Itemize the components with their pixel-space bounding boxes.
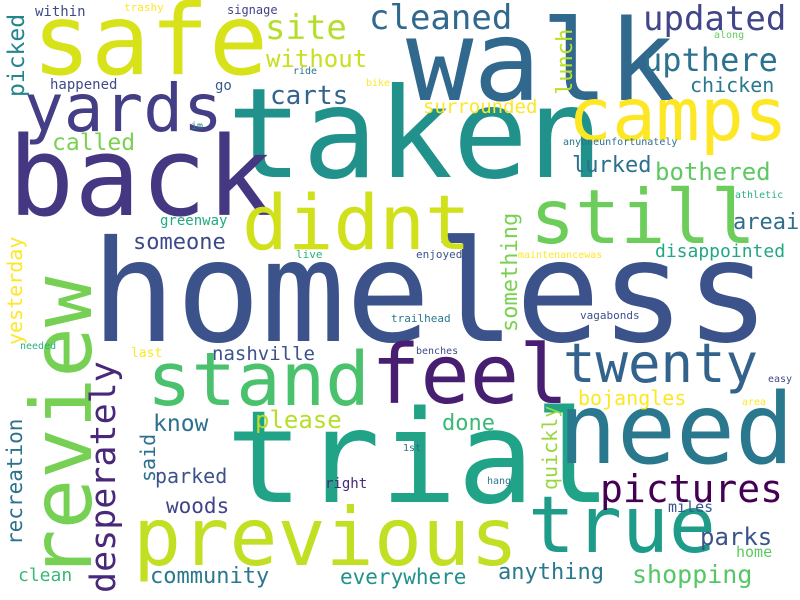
word: walk <box>406 0 676 127</box>
word: nashville <box>212 343 315 365</box>
word: back <box>8 113 273 241</box>
word: camps <box>568 73 788 158</box>
word: signage <box>227 3 278 17</box>
word: anyoneunfortunately <box>563 137 678 148</box>
word: parked <box>155 464 228 488</box>
word: didnt <box>242 178 471 267</box>
word: go <box>215 78 232 94</box>
word: recreation <box>3 418 27 545</box>
word: happened <box>50 77 118 93</box>
word: someone <box>133 230 226 255</box>
word: without <box>266 45 368 73</box>
word: within <box>35 4 86 20</box>
word: done <box>442 411 495 436</box>
word: homeless <box>91 211 771 375</box>
word: chicken <box>690 73 775 97</box>
word: shopping <box>632 560 753 589</box>
word: live <box>296 248 323 261</box>
word: something <box>498 212 523 332</box>
word: cleaned <box>369 0 513 38</box>
word: im <box>191 121 204 132</box>
word: last <box>131 346 163 361</box>
word: updated <box>643 0 787 39</box>
word: anything <box>498 560 604 585</box>
word: yesterday <box>3 236 27 345</box>
word: feel <box>371 328 569 423</box>
word: safe <box>32 0 269 98</box>
word: woods <box>166 494 230 518</box>
word: area <box>742 397 767 408</box>
word: 1st <box>403 443 422 454</box>
word: pictures <box>600 467 784 511</box>
word: athletic <box>735 190 784 201</box>
word: everywhere <box>340 565 467 589</box>
word: maintenancewas <box>518 250 603 261</box>
word: true <box>528 481 716 571</box>
word: home <box>736 543 773 561</box>
word: need <box>558 373 795 487</box>
word: surrounded <box>423 96 538 118</box>
word: easy <box>768 374 793 385</box>
word: parks <box>700 523 773 551</box>
word: vagabonds <box>580 309 640 322</box>
word: right <box>325 476 368 492</box>
word: trailhead <box>391 312 451 325</box>
word: along <box>714 30 745 41</box>
word: lurked <box>572 153 652 178</box>
word: hang <box>487 476 512 487</box>
word: bojangles <box>578 386 687 410</box>
word: enjoyed <box>416 248 463 261</box>
word: trial <box>226 384 612 533</box>
word: carts <box>270 81 349 111</box>
word: quickly <box>538 405 562 490</box>
word: miles <box>668 498 714 516</box>
word: previous <box>133 491 519 584</box>
word: picked <box>4 13 30 97</box>
word: bothered <box>655 158 771 186</box>
word: community <box>150 564 270 589</box>
word: bike <box>366 78 391 89</box>
word: upthere <box>643 41 778 79</box>
word: greenway <box>160 213 228 229</box>
word: stand <box>147 337 370 423</box>
word: called <box>52 130 136 156</box>
word: still <box>530 173 756 261</box>
word: twenty <box>563 332 759 395</box>
word: ride <box>293 66 318 77</box>
word: needed <box>20 341 57 352</box>
word: disappointed <box>655 241 786 262</box>
word: desperately <box>84 361 124 593</box>
word: know <box>153 411 209 437</box>
word: yards <box>24 70 223 147</box>
word: taken <box>227 62 604 207</box>
word: lunch <box>553 28 578 95</box>
word: areai <box>733 210 800 235</box>
word: site <box>265 8 347 48</box>
word: clean <box>18 565 73 586</box>
word: please <box>255 406 342 434</box>
word: trashy <box>124 1 164 14</box>
word: benches <box>416 346 459 357</box>
